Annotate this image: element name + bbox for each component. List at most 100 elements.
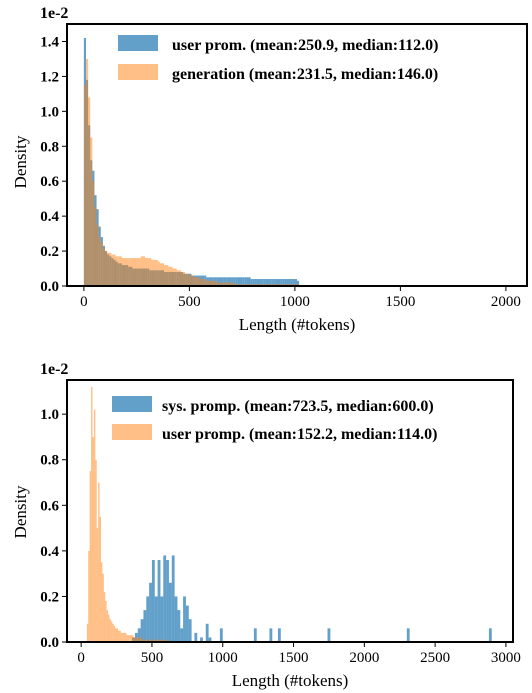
top-bar-series1-3 <box>90 137 93 286</box>
top-bar-series1-22 <box>130 258 133 286</box>
bottom-bar-series1-40 <box>143 639 145 642</box>
bottom-bar-series1-3 <box>91 386 93 642</box>
top-bar-series1-50 <box>189 275 192 286</box>
bottom-bar-series1-19 <box>113 626 116 642</box>
bottom-bar-series1-35 <box>136 637 138 642</box>
bottom-bar-series1-23 <box>119 630 121 642</box>
top-bar-series1-21 <box>128 258 131 286</box>
top-bar-series1-66 <box>223 282 226 286</box>
top-bar-series0-67 <box>225 277 228 286</box>
top-bar-series1-6 <box>96 224 99 286</box>
top-bar-series1-13 <box>111 254 114 286</box>
top-x-tick-label-4: 2000 <box>491 294 521 310</box>
bottom-bar-series1-36 <box>137 637 140 642</box>
top-bar-series0-96 <box>286 279 289 286</box>
bottom-bar-series1-5 <box>93 409 96 642</box>
bottom-y-multiplier-label: 1e-2 <box>40 361 68 378</box>
bottom-bar-series1-20 <box>115 628 117 642</box>
bottom-bar-series0-3 <box>140 619 144 642</box>
top-bar-series1-44 <box>176 270 179 286</box>
bottom-bar-series1-0 <box>86 623 89 642</box>
top-bar-series1-53 <box>195 277 198 286</box>
bottom-bar-series0-27 <box>269 628 273 642</box>
bottom-bar-series0-8 <box>154 596 158 642</box>
bottom-bar-series1-41 <box>144 639 147 642</box>
bottom-bar-series0-21 <box>194 632 198 642</box>
bottom-bar-series1-45 <box>150 639 152 642</box>
bottom-x-tick-label-6: 3000 <box>491 650 521 666</box>
top-bar-series0-93 <box>280 279 283 286</box>
top-bar-series1-19 <box>123 258 127 286</box>
bottom-bar-series1-39 <box>142 639 144 642</box>
bottom-bar-series0-26 <box>253 628 257 642</box>
top-bar-series0-80 <box>252 279 255 286</box>
top-bar-series1-59 <box>208 280 211 286</box>
bottom-bar-series1-26 <box>123 632 126 642</box>
top-x-tick-label-0: 0 <box>80 294 88 310</box>
top-bar-series1-11 <box>107 252 110 286</box>
top-bar-series0-94 <box>282 279 285 286</box>
top-bar-series1-48 <box>185 273 188 286</box>
top-bar-series1-28 <box>142 256 146 286</box>
top-bar-series1-20 <box>126 258 129 286</box>
bottom-bar-series0-18 <box>183 596 186 642</box>
top-x-tick-label-1: 500 <box>178 294 201 310</box>
top-bar-series1-7 <box>98 237 101 286</box>
bottom-bar-series0-6 <box>149 582 152 642</box>
bottom-bar-series0-7 <box>151 559 155 642</box>
bottom-bar-series1-28 <box>126 635 128 642</box>
bottom-bar-series0-28 <box>277 628 281 642</box>
top-bar-series1-43 <box>174 268 177 286</box>
bottom-bar-series1-53 <box>161 639 164 642</box>
top-bar-series0-74 <box>240 277 243 286</box>
top-bar-series0-76 <box>244 277 247 286</box>
bottom-bar-series1-25 <box>122 632 124 642</box>
top-y-tick-label-0: 0.0 <box>40 279 59 295</box>
top-bar-series1-46 <box>180 272 184 286</box>
bottom-bar-series0-14 <box>171 555 175 642</box>
bottom-bar-series0-11 <box>163 555 167 642</box>
top-bar-series0-66 <box>223 277 226 286</box>
top-x-tick-label-3: 1500 <box>385 294 415 310</box>
top-bar-series1-57 <box>204 279 207 286</box>
top-bar-series1-33 <box>153 259 156 286</box>
bottom-bar-series0-9 <box>157 559 161 642</box>
bottom-legend-swatch-user-promp <box>112 424 152 440</box>
top-y-tick-label-1: 0.2 <box>40 244 59 260</box>
top-bar-series1-31 <box>149 258 152 286</box>
top-bar-series1-14 <box>113 254 116 286</box>
bottom-bar-series1-31 <box>130 635 133 642</box>
top-bar-series0-71 <box>233 277 236 286</box>
bottom-x-tick-label-2: 1000 <box>208 650 238 666</box>
bottom-bar-series1-33 <box>133 637 135 642</box>
top-bar-series0-70 <box>231 277 234 286</box>
bottom-bar-series0-23 <box>205 623 209 642</box>
top-bar-series1-47 <box>183 272 186 286</box>
top-bar-series0-98 <box>290 279 293 286</box>
top-bar-series1-58 <box>206 280 209 286</box>
top-legend-label-user-prom: user prom. (mean:250.9, median:112.0) <box>172 37 439 54</box>
top-bar-series1-36 <box>159 263 162 286</box>
top-bar-series1-37 <box>161 263 165 286</box>
top-bar-series1-61 <box>212 280 215 286</box>
top-bar-series0-75 <box>242 277 245 286</box>
top-bar-series1-39 <box>166 265 169 286</box>
top-bar-series1-35 <box>157 261 160 286</box>
top-bar-series1-69 <box>229 282 232 286</box>
top-bar-series0-79 <box>250 279 253 286</box>
bottom-bar-series1-37 <box>139 637 141 642</box>
top-bar-series1-17 <box>119 256 122 286</box>
bottom-bar-series1-52 <box>160 639 162 642</box>
bottom-bar-series0-25 <box>219 628 223 642</box>
bottom-bar-series0-24 <box>208 637 212 642</box>
bottom-bar-series0-13 <box>168 582 172 642</box>
top-bar-series1-34 <box>155 259 158 286</box>
top-bar-series1-9 <box>102 247 105 286</box>
top-bar-series1-45 <box>178 270 181 286</box>
bottom-bar-series1-13 <box>105 600 107 642</box>
top-bar-series0-64 <box>218 277 222 286</box>
bottom-bar-series1-12 <box>103 591 106 642</box>
top-bar-series0-87 <box>267 279 270 286</box>
bottom-bar-series1-14 <box>106 610 109 642</box>
bottom-bar-series1-34 <box>134 637 137 642</box>
